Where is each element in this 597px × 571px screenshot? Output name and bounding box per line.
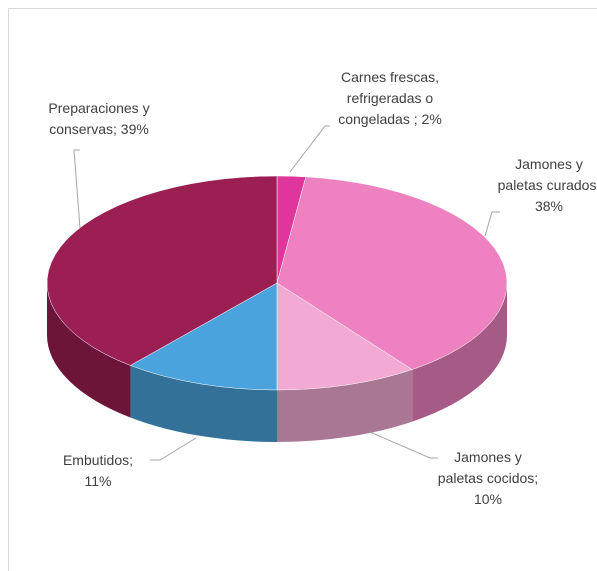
leader-line: [73, 149, 81, 229]
leader-line: [150, 437, 197, 461]
data-label: Jamones y paletas cocidos; 10%: [436, 447, 540, 510]
label-value: 38%: [534, 198, 564, 214]
leader-line: [369, 431, 438, 459]
leader-line: [289, 125, 330, 173]
slice-side-shade: [412, 283, 507, 422]
slice-side: [277, 369, 413, 442]
slice-side: [47, 283, 131, 418]
slice: [46, 175, 278, 366]
slice-side-shade: [47, 283, 131, 418]
label-value: 11%: [84, 473, 112, 489]
label-value: 10%: [473, 491, 503, 507]
leader-line: [484, 211, 500, 237]
data-label: Jamones y paletas curados; 38%: [494, 154, 597, 217]
pie: [46, 175, 508, 442]
data-label: Preparaciones y conservas; 39%: [40, 98, 158, 140]
label-category: Jamones y paletas curados;: [497, 156, 597, 193]
slice: [276, 176, 508, 370]
label-category: Jamones y paletas cocidos;: [437, 449, 539, 486]
data-label: Embutidos; 11%: [48, 450, 148, 492]
slice-side-shade: [277, 369, 413, 442]
label-value: 39%: [120, 121, 149, 137]
slice-side: [130, 365, 277, 442]
label-category: Embutidos;: [62, 452, 134, 468]
slice-side: [412, 283, 507, 422]
chart-frame: [8, 8, 597, 571]
data-label: Carnes frescas, refrigeradas o congelada…: [318, 67, 462, 130]
label-category: Preparaciones y conservas;: [48, 100, 150, 137]
label-category: Carnes frescas, refrigeradas o congelada…: [338, 69, 440, 127]
slice-side-shade: [130, 365, 277, 442]
label-value: 2%: [421, 111, 442, 127]
